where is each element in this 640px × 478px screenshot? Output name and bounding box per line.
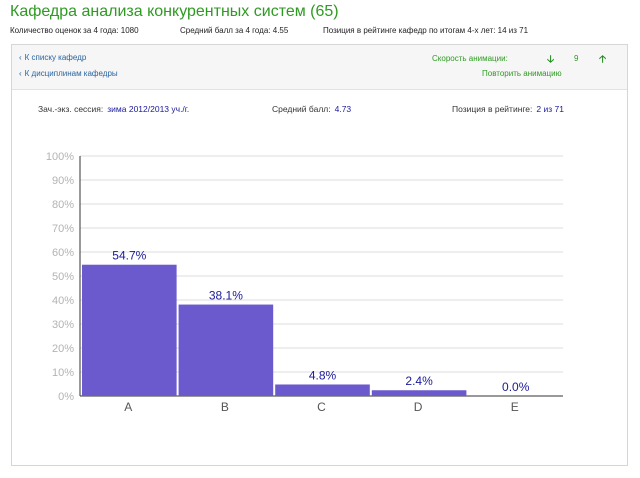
page-title: Кафедра анализа конкурентных систем (65) bbox=[10, 3, 339, 20]
arrow-up-icon[interactable]: 🡡 bbox=[599, 54, 607, 65]
data-label: 54.7% bbox=[112, 249, 146, 263]
x-tick-label: A bbox=[124, 400, 132, 414]
avg-label: Средний балл: bbox=[272, 104, 331, 114]
repeat-animation-link[interactable]: Повторить анимацию bbox=[482, 69, 562, 78]
x-tick-label: D bbox=[414, 400, 423, 414]
back-to-departments-link[interactable]: ‹ К списку кафедр bbox=[19, 53, 86, 62]
data-label: 4.8% bbox=[309, 368, 337, 382]
back-to-disciplines-link[interactable]: ‹ К дисциплинам кафедры bbox=[19, 69, 118, 78]
y-tick-label: 10% bbox=[52, 367, 74, 379]
data-label: 38.1% bbox=[209, 289, 243, 303]
session-value: зима 2012/2013 уч./г. bbox=[107, 104, 190, 114]
chart-panel: ‹ К списку кафедр ‹ К дисциплинам кафедры … bbox=[11, 44, 628, 466]
y-tick-label: 90% bbox=[52, 175, 74, 187]
x-tick-label: E bbox=[511, 400, 519, 414]
y-tick-label: 40% bbox=[52, 295, 74, 307]
grade-distribution-chart: 0% 10% 20% 30% 40% 50% 60% 70% 80% 90% 100% 54.7% A 3… bbox=[46, 151, 563, 414]
data-label: 0.0% bbox=[502, 380, 530, 394]
session-label: Зач.-экз. сессия: bbox=[38, 104, 104, 114]
animation-speed-label: Скорость анимации: bbox=[432, 54, 508, 63]
bar-c bbox=[275, 384, 370, 396]
bar-d bbox=[371, 390, 467, 396]
grades-count-text: Количество оценок за 4 года: 1080 bbox=[10, 26, 139, 35]
y-tick-label: 0% bbox=[58, 391, 74, 403]
data-label: 2.4% bbox=[405, 374, 433, 388]
avg-grade-text: Средний балл за 4 года: 4.55 bbox=[180, 26, 289, 35]
y-tick-label: 70% bbox=[52, 223, 74, 235]
back-to-disciplines-label: К дисциплинам кафедры bbox=[24, 69, 118, 78]
bar-a bbox=[82, 264, 177, 396]
rank-info: Позиция в рейтинге: 2 из 71 bbox=[452, 104, 564, 114]
y-tick-label: 100% bbox=[46, 151, 74, 163]
rating-position-text: Позиция в рейтинге кафедр по итогам 4-х … bbox=[323, 26, 529, 35]
y-tick-label: 20% bbox=[52, 343, 74, 355]
back-to-departments-label: К списку кафедр bbox=[24, 53, 87, 62]
y-tick-label: 80% bbox=[52, 199, 74, 211]
avg-info: Средний балл: 4.73 bbox=[272, 104, 351, 114]
y-tick-label: 50% bbox=[52, 271, 74, 283]
chevron-left-icon: ‹ bbox=[19, 53, 22, 62]
y-tick-label: 30% bbox=[52, 319, 74, 331]
rank-label: Позиция в рейтинге: bbox=[452, 104, 533, 114]
rank-value: 2 из 71 bbox=[536, 104, 564, 114]
x-tick-label: B bbox=[221, 400, 229, 414]
y-tick-label: 60% bbox=[52, 247, 74, 259]
panel-toolbar: ‹ К списку кафедр ‹ К дисциплинам кафедры … bbox=[12, 45, 627, 90]
x-tick-label: C bbox=[317, 400, 326, 414]
arrow-down-icon[interactable]: 🡣 bbox=[547, 54, 555, 65]
bar-b bbox=[178, 304, 274, 396]
animation-speed-value: 9 bbox=[574, 54, 579, 63]
session-info: Зач.-экз. сессия: зима 2012/2013 уч./г. bbox=[38, 104, 189, 114]
chevron-left-icon: ‹ bbox=[19, 69, 22, 78]
avg-value: 4.73 bbox=[334, 104, 352, 114]
